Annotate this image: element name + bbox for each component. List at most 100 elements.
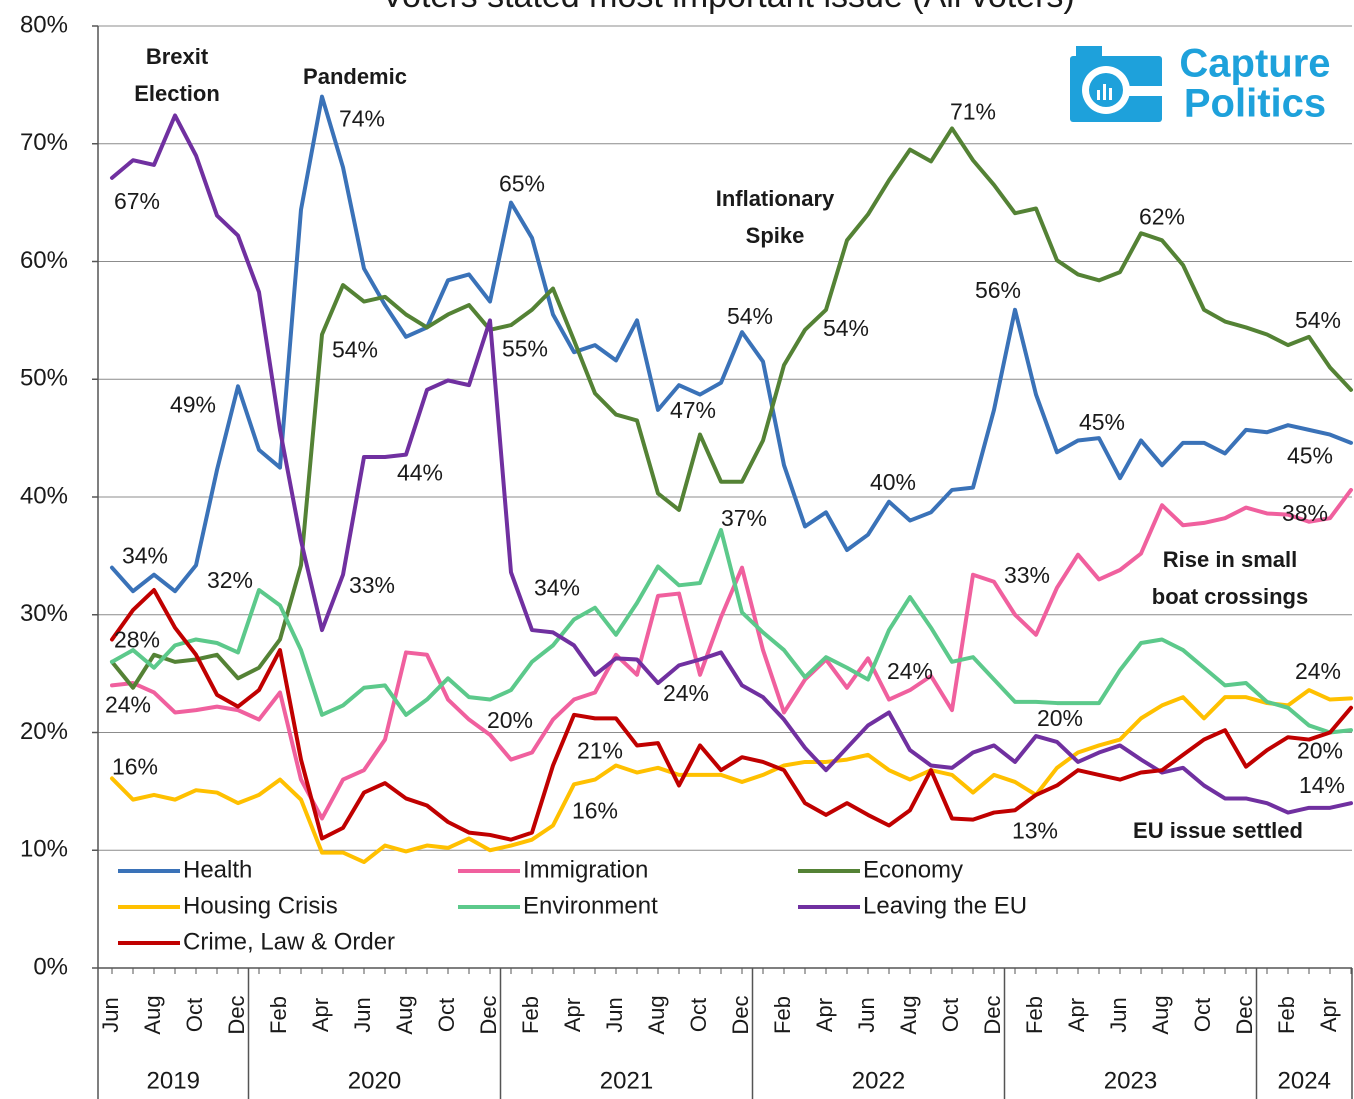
year-label: 2021	[600, 1067, 653, 1094]
x-tick-label: Aug	[1148, 995, 1173, 1034]
data-label: 37%	[721, 505, 767, 531]
data-label: 20%	[1297, 738, 1343, 764]
series-line	[110, 527, 1353, 735]
data-label: 24%	[105, 691, 151, 717]
data-label: 74%	[339, 106, 385, 132]
data-label: 65%	[499, 171, 545, 197]
x-tick-label: Aug	[644, 995, 669, 1034]
x-tick-label: Dec	[224, 995, 249, 1034]
data-label: 38%	[1282, 500, 1328, 526]
data-label: 24%	[663, 680, 709, 706]
x-tick-label: Dec	[476, 995, 501, 1034]
data-labels: 34% 49% 74% 65% 47% 54% 40% 56% 45% 45% 24% 20% 24% 3…	[105, 99, 1345, 844]
x-tick-label: Feb	[770, 996, 795, 1034]
data-label: 21%	[577, 737, 623, 763]
x-tick-label: Apr	[560, 998, 585, 1032]
x-tick-label: Oct	[434, 998, 459, 1032]
data-label: 24%	[1295, 658, 1341, 684]
legend-label: Crime, Law & Order	[183, 928, 395, 955]
data-label: 40%	[870, 469, 916, 495]
legend: Health Immigration Economy Housing Crisis En…	[118, 856, 1027, 955]
data-label: 47%	[670, 397, 716, 423]
x-tick-label: Jun	[98, 997, 123, 1032]
data-label: 54%	[1295, 307, 1341, 333]
x-tick-label: Feb	[1022, 996, 1047, 1034]
legend-label: Leaving the EU	[863, 892, 1027, 919]
data-label: 67%	[114, 188, 160, 214]
data-label: 56%	[975, 277, 1021, 303]
logo-text: Capture	[1179, 42, 1330, 86]
data-label: 33%	[1004, 562, 1050, 588]
data-label: 20%	[1037, 705, 1083, 731]
x-tick-label: Aug	[896, 995, 921, 1034]
x-tick-label: Dec	[980, 995, 1005, 1034]
plot	[110, 94, 1353, 865]
x-tick-label: Apr	[308, 998, 333, 1032]
data-label: 71%	[950, 99, 996, 125]
y-tick-label: 20%	[20, 718, 68, 745]
series-line	[110, 113, 1353, 815]
data-label: 55%	[502, 335, 548, 361]
data-label: 34%	[534, 574, 580, 600]
x-tick-label: Jun	[1106, 997, 1131, 1032]
data-label: 54%	[823, 315, 869, 341]
data-label: 34%	[122, 543, 168, 569]
y-tick-label: 50%	[20, 365, 68, 392]
y-tick-label: 40%	[20, 482, 68, 509]
logo-text: Politics	[1184, 82, 1326, 126]
legend-label: Environment	[523, 892, 658, 919]
annotation: EU issue settled	[1133, 818, 1303, 843]
chart-title: Voters stated most important issue (All …	[381, 0, 1074, 15]
annotation: Rise in small	[1163, 547, 1298, 572]
x-tick-label: Oct	[686, 998, 711, 1032]
x-tick-label: Oct	[182, 998, 207, 1032]
logo-icon	[1097, 90, 1100, 100]
data-label: 20%	[487, 707, 533, 733]
series-line	[110, 487, 1353, 821]
data-label: 49%	[170, 391, 216, 417]
series-line	[110, 588, 1353, 842]
annotation: Election	[134, 81, 220, 106]
data-label: 32%	[207, 567, 253, 593]
x-tick-label: Apr	[1064, 998, 1089, 1032]
x-tick-label: Oct	[1190, 998, 1215, 1032]
data-label: 13%	[1012, 817, 1058, 843]
data-label: 44%	[397, 460, 443, 486]
x-tick-label: Feb	[266, 996, 291, 1034]
legend-label: Health	[183, 856, 252, 883]
logo-icon	[1128, 86, 1162, 96]
data-label: 54%	[332, 337, 378, 363]
year-label: 2019	[147, 1067, 200, 1094]
x-tick-label: Oct	[938, 998, 963, 1032]
annotation: boat crossings	[1152, 584, 1308, 609]
x-tick-label: Jun	[854, 997, 879, 1032]
data-label: 28%	[114, 627, 160, 653]
x-tick-label: Jun	[350, 997, 375, 1032]
logo-icon	[1103, 84, 1106, 100]
x-tick-label: Feb	[518, 996, 543, 1034]
data-label: 54%	[727, 303, 773, 329]
legend-label: Economy	[863, 856, 963, 883]
year-label: 2020	[348, 1067, 401, 1094]
series-line	[110, 688, 1353, 865]
x-tick-label: Feb	[1274, 996, 1299, 1034]
annotations: Brexit Election Pandemic Inflationary Sp…	[134, 44, 1308, 843]
y-tick-label: 10%	[20, 836, 68, 863]
data-label: 45%	[1079, 409, 1125, 435]
x-tick-label: Apr	[812, 998, 837, 1032]
series-line	[110, 126, 1353, 690]
x-tick-label: Apr	[1316, 998, 1341, 1032]
annotation: Pandemic	[303, 64, 407, 89]
y-tick-label: 80%	[20, 11, 68, 38]
x-tick-label: Jun	[602, 997, 627, 1032]
x-tick-label: Dec	[728, 995, 753, 1034]
data-label: 33%	[349, 572, 395, 598]
data-label: 62%	[1139, 203, 1185, 229]
legend-label: Immigration	[523, 856, 648, 883]
axes: 0% 10% 20% 30% 40% 50% 60% 70% 80% Jun Aug Oct Dec Fe…	[20, 11, 1353, 1099]
annotation: Spike	[746, 223, 805, 248]
year-label: 2022	[852, 1067, 905, 1094]
x-tick-label: Dec	[1232, 995, 1257, 1034]
